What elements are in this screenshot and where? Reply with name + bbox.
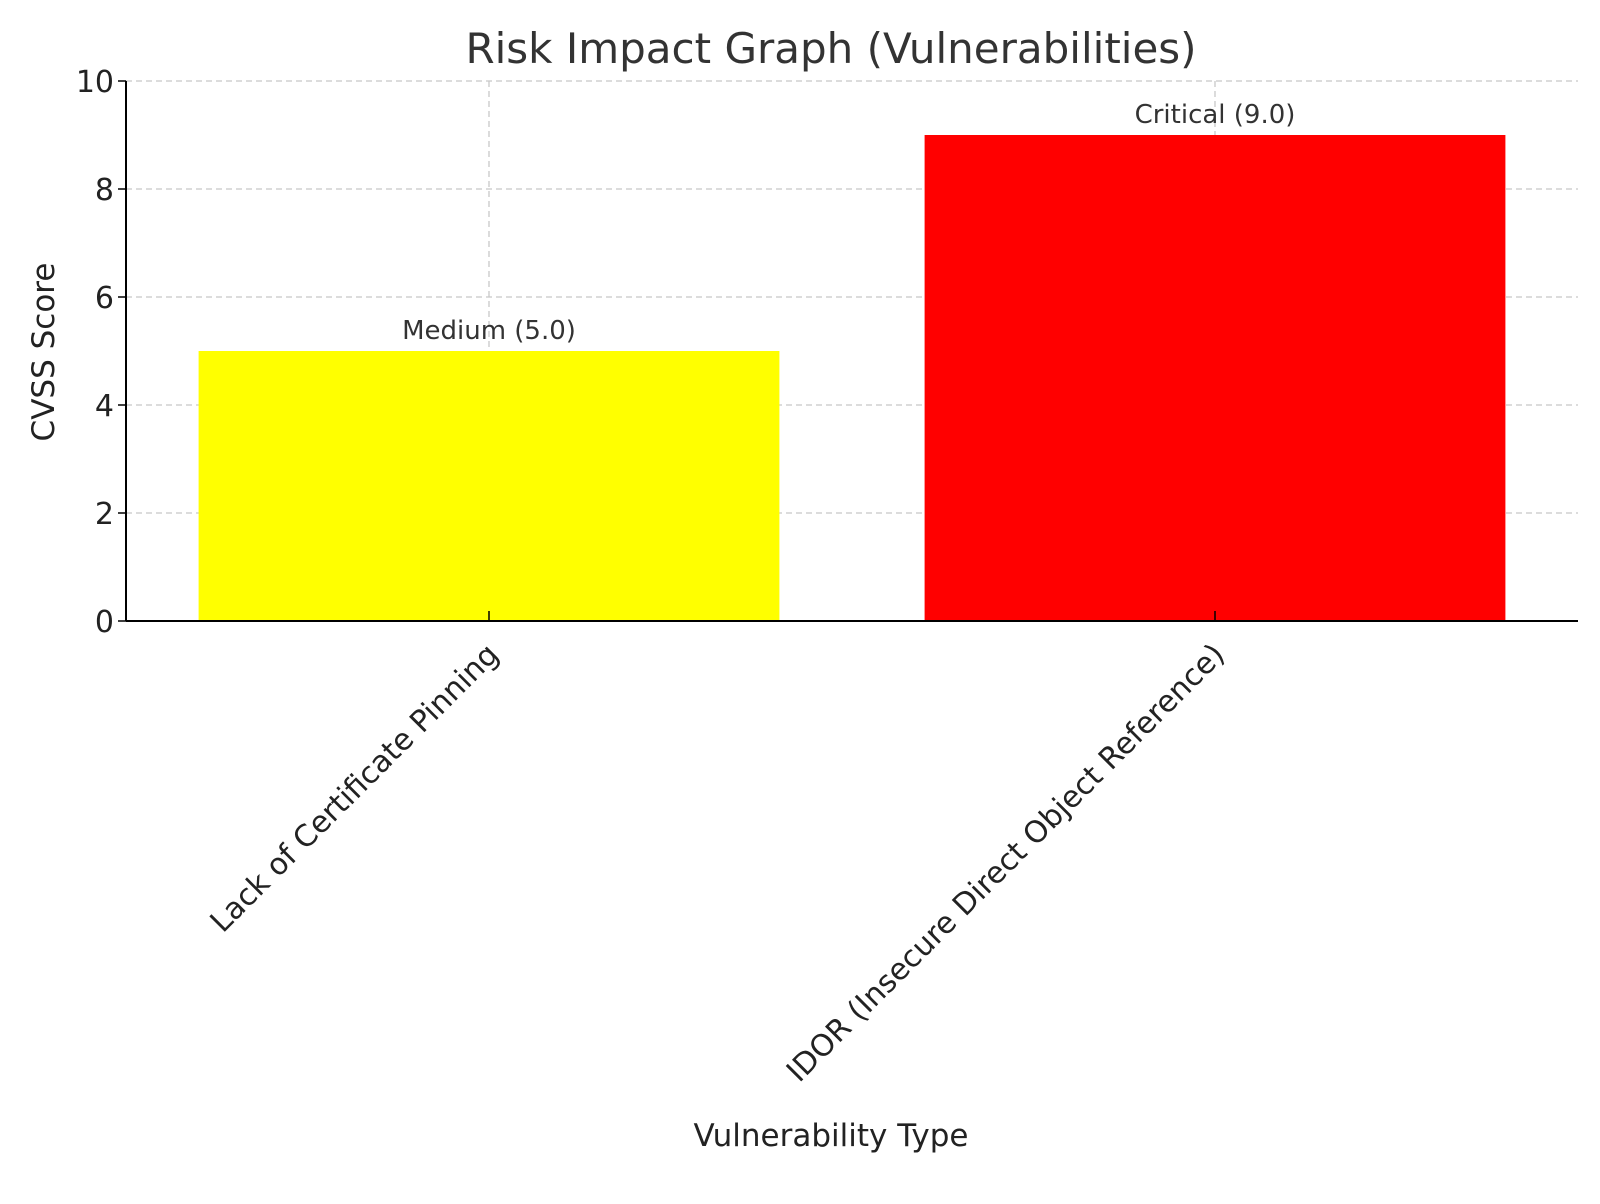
y-ticks: 0 2 4 6 8 10	[76, 65, 126, 640]
y-tick-label: 0	[95, 605, 114, 640]
x-tick-label: Lack of Certificate Pinning	[204, 637, 506, 939]
chart-title: Risk Impact Graph (Vulnerabilities)	[465, 24, 1196, 73]
bar	[198, 351, 780, 621]
x-tick-label: IDOR (Insecure Direct Object Reference)	[780, 637, 1232, 1089]
y-tick-label: 8	[95, 173, 114, 208]
bar-data-label: Critical (9.0)	[1135, 100, 1296, 130]
x-axis-label: Vulnerability Type	[694, 1118, 969, 1154]
bars	[198, 135, 1506, 621]
axes	[125, 81, 1578, 622]
x-ticks: Lack of Certificate Pinning IDOR (Insecur…	[204, 611, 1232, 1089]
data-labels: Medium (5.0) Critical (9.0)	[402, 100, 1295, 346]
bar	[924, 135, 1506, 621]
y-tick-label: 6	[95, 281, 114, 316]
bar-data-label: Medium (5.0)	[402, 316, 576, 346]
y-axis-label: CVSS Score	[26, 263, 62, 442]
y-tick-label: 4	[95, 389, 114, 424]
y-tick-label: 10	[76, 65, 114, 100]
y-tick-label: 2	[95, 497, 114, 532]
